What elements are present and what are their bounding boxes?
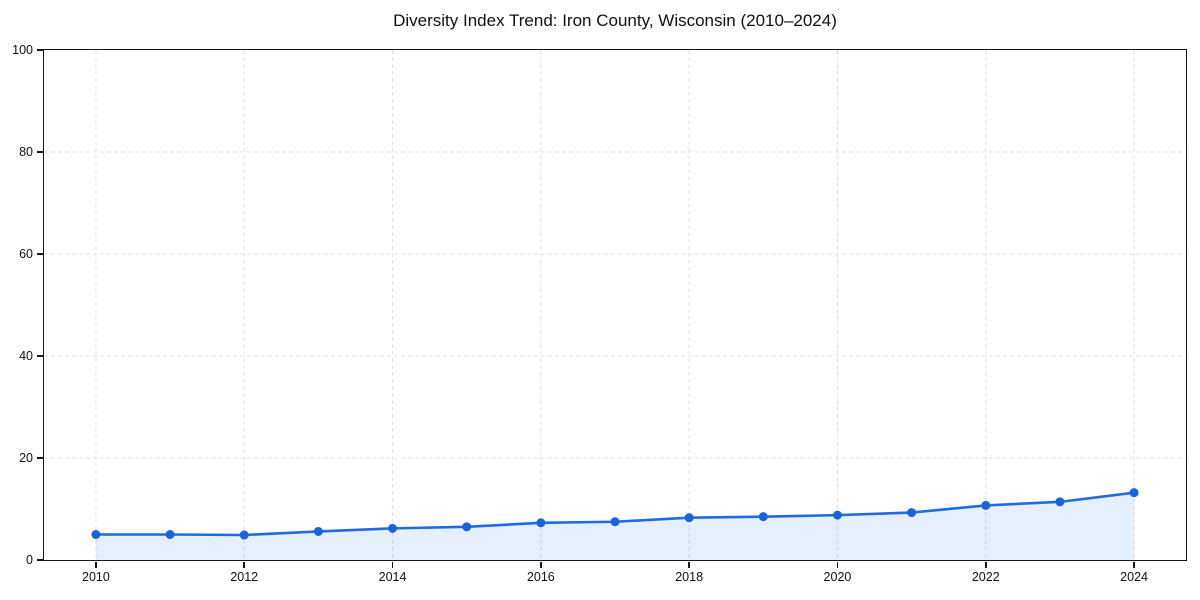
y-axis-tick-label: 100 bbox=[12, 43, 33, 57]
x-axis-tick-label: 2016 bbox=[526, 570, 555, 584]
x-axis-tick-label: 2012 bbox=[230, 570, 259, 584]
y-axis-tick bbox=[36, 49, 43, 51]
data-point bbox=[906, 507, 916, 517]
x-axis-tick bbox=[688, 561, 690, 568]
y-axis-tick-label: 20 bbox=[19, 451, 33, 465]
plot-area bbox=[42, 48, 1187, 561]
data-point bbox=[1129, 487, 1139, 497]
y-axis-tick bbox=[36, 253, 43, 255]
x-axis-tick-label: 2020 bbox=[823, 570, 852, 584]
x-axis-tick-label: 2010 bbox=[82, 570, 110, 584]
x-axis-tick-label: 2018 bbox=[675, 570, 704, 584]
data-point bbox=[535, 517, 545, 527]
y-axis-tick-label: 60 bbox=[19, 247, 33, 261]
x-axis-tick-label: 2022 bbox=[971, 570, 1000, 584]
x-axis-tick bbox=[985, 561, 987, 568]
x-axis-tick-label: 2024 bbox=[1120, 570, 1148, 584]
area-fill bbox=[95, 492, 1134, 560]
data-point bbox=[387, 523, 397, 533]
y-axis-tick bbox=[36, 559, 43, 561]
x-axis-tick bbox=[243, 561, 245, 568]
data-point bbox=[980, 500, 990, 510]
y-axis-tick bbox=[36, 151, 43, 153]
x-axis-tick bbox=[1133, 561, 1135, 568]
plot-canvas bbox=[43, 49, 1186, 560]
x-axis-tick bbox=[836, 561, 839, 568]
data-point bbox=[165, 529, 175, 539]
x-axis-tick bbox=[540, 561, 542, 568]
y-axis-tick bbox=[36, 355, 43, 357]
y-axis-tick-label: 0 bbox=[26, 553, 33, 567]
chart-title: Diversity Index Trend: Iron County, Wisc… bbox=[393, 11, 837, 30]
data-point bbox=[1054, 496, 1064, 506]
data-point bbox=[832, 510, 842, 520]
data-point bbox=[684, 512, 694, 522]
y-axis-tick-label: 40 bbox=[19, 349, 33, 363]
data-point bbox=[758, 511, 768, 521]
x-axis-tick bbox=[391, 561, 394, 568]
data-point bbox=[610, 516, 619, 526]
y-axis-tick bbox=[36, 457, 43, 459]
x-axis-tick bbox=[95, 561, 97, 568]
data-point bbox=[313, 526, 323, 536]
data-point bbox=[239, 530, 249, 540]
y-axis-tick-label: 80 bbox=[19, 145, 33, 159]
data-point bbox=[90, 529, 100, 539]
x-axis-tick-label: 2014 bbox=[378, 570, 407, 584]
data-point bbox=[461, 521, 471, 531]
